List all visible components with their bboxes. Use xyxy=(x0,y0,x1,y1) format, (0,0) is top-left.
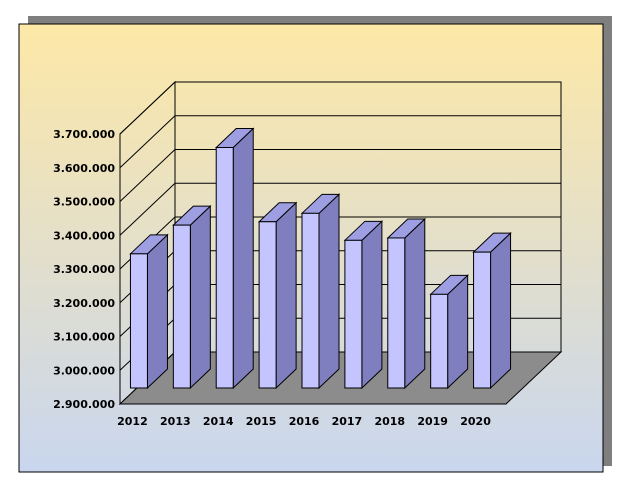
x-tick-label: 2020 xyxy=(460,415,491,428)
bar-side-2018 xyxy=(404,217,426,390)
x-tick-label: 2014 xyxy=(203,415,234,428)
x-tick-label: 2016 xyxy=(289,415,320,428)
bar-side-2016 xyxy=(318,193,340,390)
y-tick-label: 3.500.000 xyxy=(53,196,115,209)
x-axis-ticks: 2012 2013 2014 2015 2016 2017 2018 2019 2020 xyxy=(117,415,491,428)
x-tick-label: 2019 xyxy=(417,415,448,428)
bar-2018 xyxy=(387,237,406,389)
bar-side-2020 xyxy=(490,231,512,390)
y-tick-label: 3.700.000 xyxy=(53,128,115,141)
x-tick-label: 2017 xyxy=(332,415,363,428)
gridline xyxy=(119,81,561,135)
x-tick-label: 2012 xyxy=(117,415,148,428)
bar-2014 xyxy=(215,147,234,389)
bar-2020 xyxy=(473,251,492,389)
bar-side-2014 xyxy=(232,127,254,390)
bar-side-2013 xyxy=(189,204,211,390)
bar-2013 xyxy=(172,224,191,389)
bar-2015 xyxy=(258,221,277,389)
y-axis-ticks: 2.900.000 3.000.000 3.100.000 3.200.000 3.30… xyxy=(53,128,115,411)
bar-2012 xyxy=(129,253,148,389)
x-tick-label: 2018 xyxy=(374,415,405,428)
y-tick-label: 3.100.000 xyxy=(53,331,115,344)
bar-side-2012 xyxy=(146,233,168,390)
bar-side-2017 xyxy=(361,220,383,390)
bar-2019 xyxy=(430,293,449,389)
bar-2016 xyxy=(301,212,320,389)
x-tick-label: 2015 xyxy=(246,415,277,428)
y-tick-label: 3.600.000 xyxy=(53,162,115,175)
bars xyxy=(129,127,512,390)
y-tick-label: 3.400.000 xyxy=(53,229,115,242)
gridline xyxy=(119,182,561,236)
bar-side-2015 xyxy=(275,201,297,390)
x-tick-label: 2013 xyxy=(160,415,191,428)
y-tick-label: 2.900.000 xyxy=(53,398,115,411)
y-tick-label: 3.300.000 xyxy=(53,263,115,276)
bar-2017 xyxy=(344,239,363,389)
gridline xyxy=(119,115,561,169)
y-tick-label: 3.200.000 xyxy=(53,297,115,310)
gridline xyxy=(119,149,561,202)
bar-side-2019 xyxy=(447,274,469,390)
y-tick-label: 3.000.000 xyxy=(53,364,115,377)
